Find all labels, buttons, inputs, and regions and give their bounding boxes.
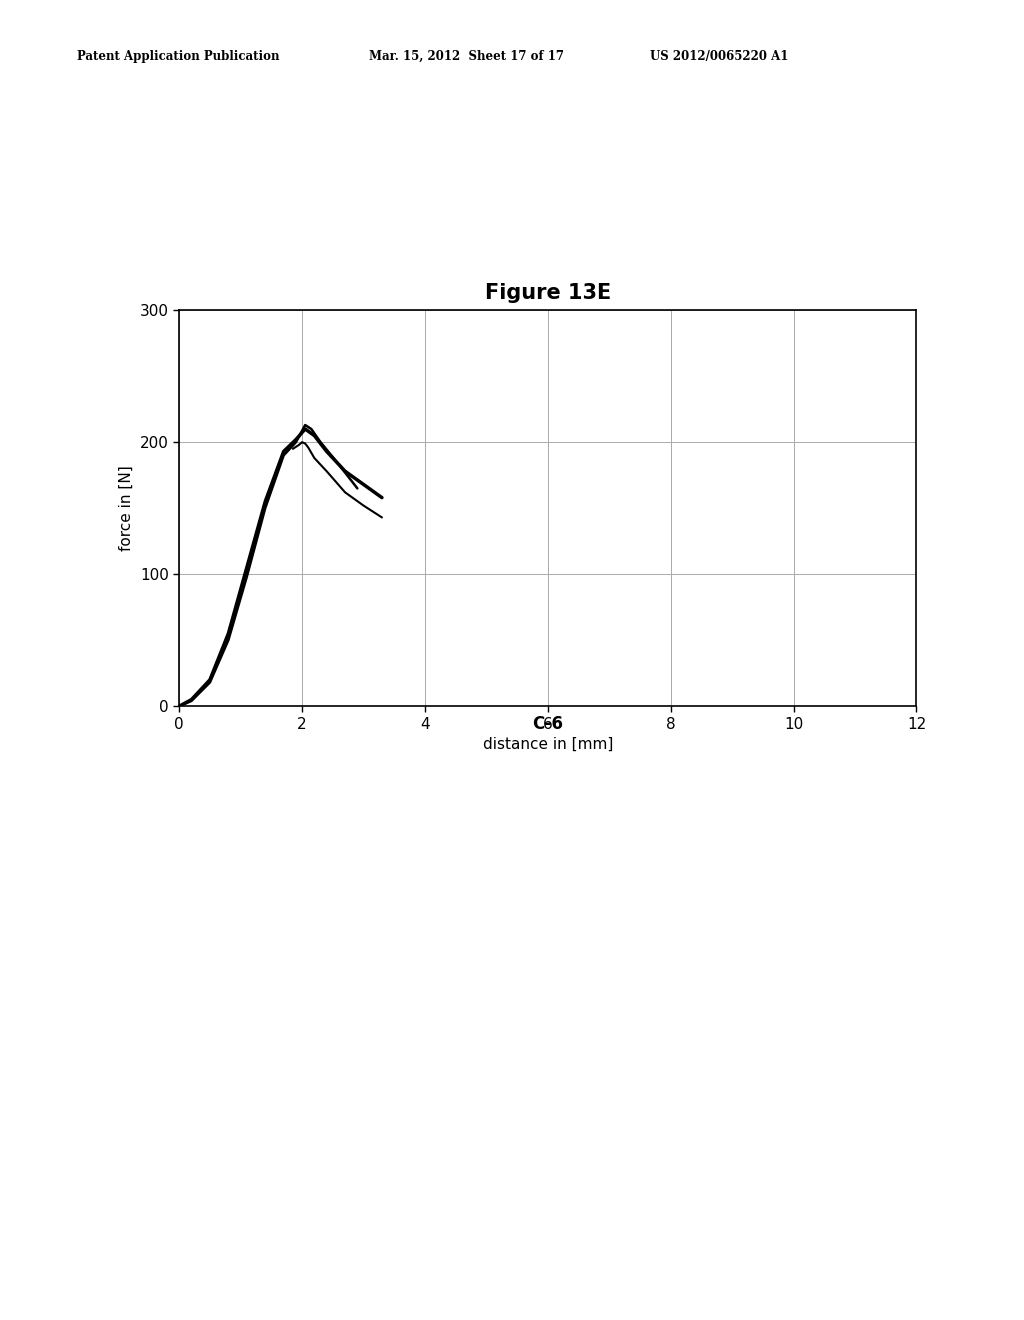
- Y-axis label: force in [N]: force in [N]: [119, 466, 134, 550]
- X-axis label: distance in [mm]: distance in [mm]: [482, 737, 613, 752]
- Text: Mar. 15, 2012  Sheet 17 of 17: Mar. 15, 2012 Sheet 17 of 17: [369, 50, 563, 63]
- Text: Patent Application Publication: Patent Application Publication: [77, 50, 280, 63]
- Text: US 2012/0065220 A1: US 2012/0065220 A1: [650, 50, 788, 63]
- Text: C-6: C-6: [532, 715, 563, 734]
- Title: Figure 13E: Figure 13E: [484, 282, 611, 304]
